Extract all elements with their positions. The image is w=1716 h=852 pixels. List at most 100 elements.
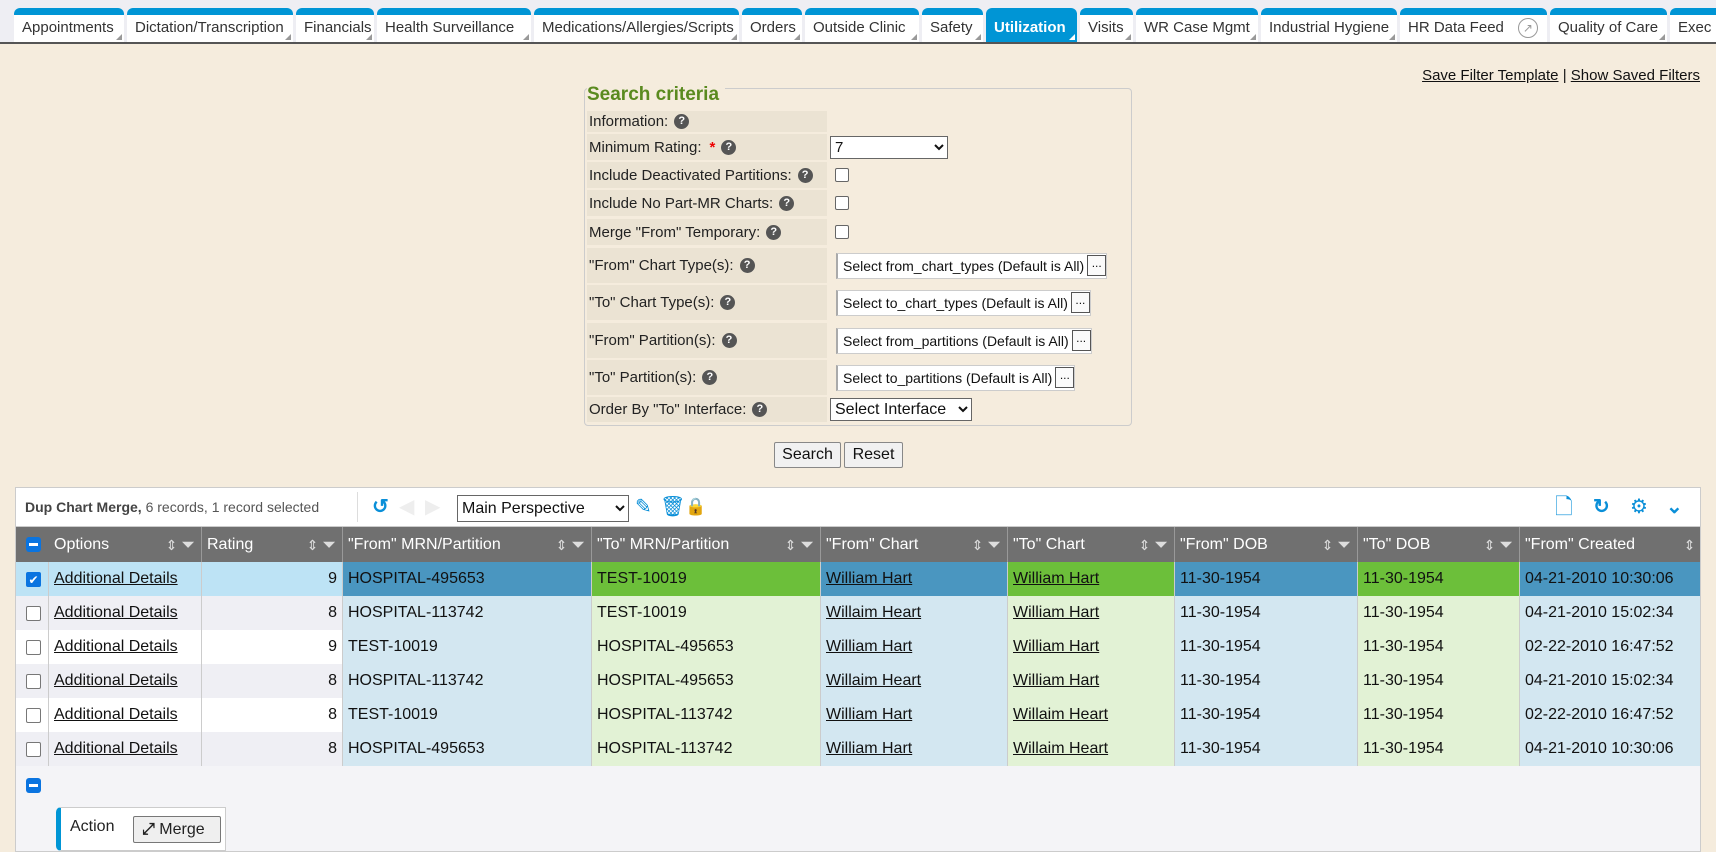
chart-link[interactable]: William Hart bbox=[1013, 638, 1100, 655]
column-header[interactable]: "From" DOB ⇕ ⏷ bbox=[1175, 527, 1358, 562]
sort-icon[interactable]: ⇕ bbox=[1138, 537, 1151, 553]
tab-menu-corner-icon[interactable] bbox=[794, 34, 800, 40]
chart-link[interactable]: William Hart bbox=[1013, 604, 1100, 621]
merge-from-temporary-checkbox[interactable] bbox=[835, 225, 849, 239]
row-checkbox[interactable] bbox=[26, 742, 41, 757]
filter-icon[interactable]: ⏷ bbox=[987, 535, 1001, 554]
edit-pencil-icon[interactable]: ✎ bbox=[635, 496, 652, 518]
additional-details-link[interactable]: Additional Details bbox=[54, 638, 178, 655]
sort-icon[interactable]: ⇕ bbox=[555, 537, 568, 553]
column-header[interactable]: "From" Chart ⇕ ⏷ bbox=[821, 527, 1008, 562]
sort-icon[interactable]: ⇕ bbox=[1321, 537, 1334, 553]
tab-menu-corner-icon[interactable] bbox=[1389, 34, 1395, 40]
tab-industrial-hygiene[interactable]: Industrial Hygiene bbox=[1261, 8, 1397, 42]
tab-orders[interactable]: Orders bbox=[742, 8, 802, 42]
tab-menu-corner-icon[interactable] bbox=[1250, 34, 1256, 40]
chart-link[interactable]: Willaim Heart bbox=[1013, 706, 1109, 723]
sort-icon[interactable]: ⇕ bbox=[306, 537, 319, 553]
help-icon[interactable]: ? bbox=[674, 114, 690, 129]
tab-menu-corner-icon[interactable] bbox=[116, 34, 122, 40]
row-checkbox[interactable] bbox=[26, 606, 41, 621]
chart-link[interactable]: Willaim Heart bbox=[1013, 740, 1109, 757]
gear-icon[interactable]: ⚙ bbox=[1630, 496, 1648, 518]
minimum-rating-select[interactable]: 7 bbox=[830, 135, 948, 159]
to-partitions-picker[interactable]: Select to_partitions (Default is All)... bbox=[836, 364, 1076, 391]
help-icon[interactable]: ? bbox=[797, 167, 813, 183]
trash-icon[interactable]: 🗑 bbox=[660, 496, 686, 518]
chevron-down-icon[interactable]: ⌄ bbox=[1666, 496, 1683, 518]
picker-button[interactable]: ... bbox=[1055, 367, 1075, 388]
save-filter-template-link[interactable]: Save Filter Template bbox=[1422, 67, 1559, 84]
include-deactivated-checkbox[interactable] bbox=[835, 168, 849, 182]
tab-wr-case-mgmt[interactable]: WR Case Mgmt bbox=[1136, 8, 1258, 42]
row-checkbox[interactable] bbox=[26, 640, 41, 655]
chart-link[interactable]: William Hart bbox=[1013, 672, 1100, 689]
perspective-select[interactable]: Main Perspective bbox=[457, 495, 629, 522]
row-checkbox[interactable] bbox=[26, 708, 41, 723]
chart-link[interactable]: William Hart bbox=[1013, 570, 1100, 587]
filter-icon[interactable]: ⏷ bbox=[800, 535, 814, 554]
tab-menu-corner-icon[interactable] bbox=[285, 34, 291, 40]
help-icon[interactable]: ? bbox=[720, 295, 736, 310]
tab-financials[interactable]: Financials bbox=[296, 8, 374, 42]
chart-link[interactable]: William Hart bbox=[826, 706, 913, 723]
column-header[interactable]: "From" Created ⇕⏷ bbox=[1520, 527, 1700, 562]
search-button[interactable]: Search bbox=[774, 442, 841, 468]
tab-exec[interactable]: Exec bbox=[1670, 8, 1716, 42]
filter-icon[interactable]: ⏷ bbox=[1154, 535, 1168, 554]
tab-dictation-transcription[interactable]: Dictation/Transcription bbox=[127, 8, 293, 42]
column-header[interactable]: Options ⇕ ⏷ bbox=[49, 527, 202, 562]
filter-icon[interactable]: ⏷ bbox=[322, 535, 336, 554]
tab-safety[interactable]: Safety bbox=[922, 8, 983, 42]
table-row[interactable]: Additional Details 8 HOSPITAL-495653 HOSPIT… bbox=[16, 732, 1700, 766]
chart-link[interactable]: William Hart bbox=[826, 638, 913, 655]
tab-outside-clinic[interactable]: Outside Clinic bbox=[805, 8, 919, 42]
next-icon[interactable]: ▶ bbox=[425, 496, 441, 518]
help-icon[interactable]: ? bbox=[752, 402, 768, 417]
picker-button[interactable]: ... bbox=[1071, 330, 1091, 351]
tab-utilization[interactable]: Utilization bbox=[986, 8, 1077, 42]
tab-menu-corner-icon[interactable] bbox=[731, 34, 737, 40]
new-document-icon[interactable]: 🗋 bbox=[1555, 494, 1573, 519]
help-icon[interactable]: ? bbox=[779, 195, 795, 211]
tab-menu-corner-icon[interactable] bbox=[911, 34, 917, 40]
sort-icon[interactable]: ⇕ bbox=[1483, 537, 1496, 553]
table-row[interactable]: ✔ Additional Details 9 HOSPITAL-495653 TEST-… bbox=[16, 562, 1700, 596]
show-saved-filters-link[interactable]: Show Saved Filters bbox=[1570, 67, 1700, 84]
table-row[interactable]: Additional Details 8 HOSPITAL-113742 HOSPIT… bbox=[16, 664, 1700, 698]
to-chart-types-picker[interactable]: Select to_chart_types (Default is All)..… bbox=[836, 289, 1091, 316]
additional-details-link[interactable]: Additional Details bbox=[54, 604, 178, 621]
column-header[interactable]: Rating ⇕ ⏷ bbox=[202, 527, 343, 562]
additional-details-link[interactable]: Additional Details bbox=[54, 740, 178, 757]
merge-button[interactable]: ⤢ Merge bbox=[133, 816, 221, 843]
tab-menu-corner-icon[interactable] bbox=[523, 34, 529, 40]
table-row[interactable]: Additional Details 8 HOSPITAL-113742 TEST-1… bbox=[16, 596, 1700, 630]
tab-health-surveillance[interactable]: Health Surveillance bbox=[377, 8, 531, 42]
filter-icon[interactable]: ⏷ bbox=[181, 535, 195, 554]
help-icon[interactable]: ? bbox=[739, 258, 755, 273]
sort-icon[interactable]: ⇕ bbox=[165, 537, 178, 553]
picker-button[interactable]: ... bbox=[1070, 292, 1090, 313]
include-no-part-checkbox[interactable] bbox=[835, 196, 849, 210]
column-header[interactable]: "To" Chart ⇕ ⏷ bbox=[1008, 527, 1175, 562]
tab-menu-corner-icon[interactable] bbox=[1069, 34, 1075, 40]
chart-link[interactable]: William Hart bbox=[826, 570, 913, 587]
additional-details-link[interactable]: Additional Details bbox=[54, 672, 178, 689]
refresh-icon[interactable]: ↻ bbox=[1593, 496, 1610, 518]
chart-link[interactable]: Willaim Heart bbox=[826, 672, 922, 689]
collapse-actions-toggle[interactable] bbox=[26, 778, 41, 793]
tab-visits[interactable]: Visits bbox=[1080, 8, 1133, 42]
tab-hr-data-feed[interactable]: HR Data Feed ↗ bbox=[1400, 8, 1547, 42]
sort-icon[interactable]: ⇕ bbox=[971, 537, 984, 553]
previous-icon[interactable]: ◀ bbox=[399, 496, 415, 518]
select-all-checkbox[interactable] bbox=[26, 537, 41, 552]
filter-icon[interactable]: ⏷ bbox=[1337, 535, 1351, 554]
column-header[interactable]: "To" MRN/Partition ⇕ ⏷ bbox=[592, 527, 821, 562]
from-partitions-picker[interactable]: Select from_partitions (Default is All).… bbox=[836, 327, 1092, 354]
help-icon[interactable]: ? bbox=[721, 139, 737, 155]
help-icon[interactable]: ? bbox=[721, 333, 737, 348]
filter-icon[interactable]: ⏷ bbox=[1699, 535, 1700, 554]
chart-link[interactable]: Willaim Heart bbox=[826, 604, 922, 621]
row-checkbox[interactable] bbox=[26, 674, 41, 689]
tab-quality-of-care[interactable]: Quality of Care bbox=[1550, 8, 1667, 42]
